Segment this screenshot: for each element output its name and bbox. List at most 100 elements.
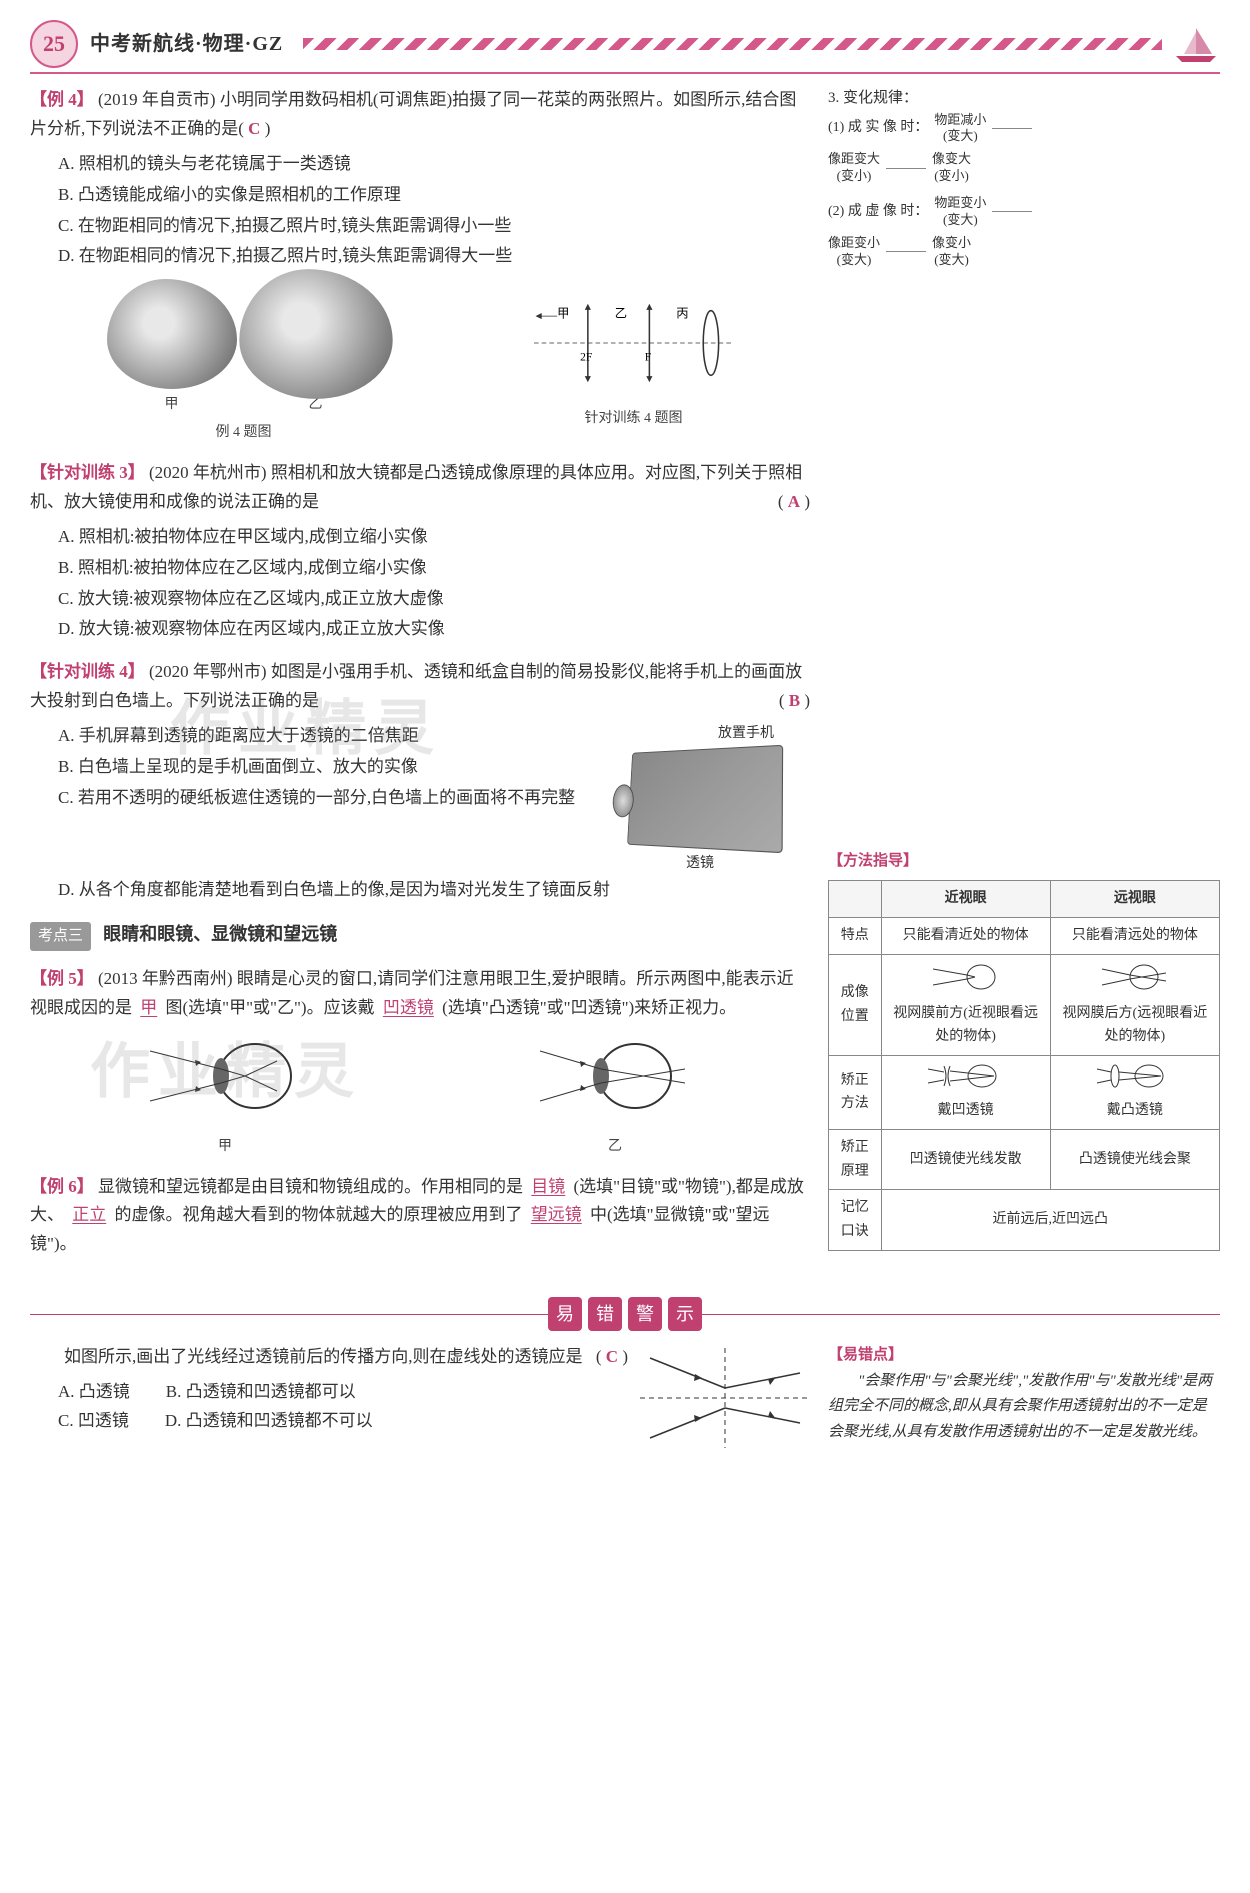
ex4-opt-b: B. 凸透镜能成缩小的实像是照相机的工作原理 [30, 181, 810, 210]
svg-text:丙: 丙 [676, 307, 688, 321]
svg-text:甲: 甲 [557, 307, 569, 321]
eye-figure-row: 甲 乙 [30, 1031, 810, 1159]
fig-label-jia: 甲 [107, 393, 237, 417]
row2-head: 成像位置 [829, 954, 882, 1055]
projector-figure: 放置手机 透镜 [590, 722, 810, 876]
far-eye-icon [1100, 961, 1170, 993]
eye-label-yi: 乙 [535, 1135, 695, 1159]
near-eye-icon [931, 961, 1001, 993]
warn-char-3: 警 [628, 1297, 662, 1331]
sailboat-icon [1172, 24, 1220, 64]
th-far: 远视眼 [1050, 881, 1219, 918]
tr3-answer: A [788, 492, 800, 511]
topic-3-heading: 考点三 眼睛和眼镜、显微镜和望远镜 [30, 919, 810, 952]
projector-lens-label: 透镜 [590, 852, 810, 876]
row3-near: 戴凹透镜 [881, 1056, 1050, 1130]
ex4-stem-end: ) [265, 119, 271, 138]
rules-title: 3. 变化规律： [828, 86, 1220, 112]
topic-3-box: 考点三 [30, 922, 91, 952]
warnq-opt-d: D. 凸透镜和凹透镜都不可以 [165, 1407, 373, 1436]
row3-head: 矫正方法 [829, 1056, 882, 1130]
ex5-answer2: 凹透镜 [379, 998, 438, 1017]
warn-char-1: 易 [548, 1297, 582, 1331]
row4-near: 凹透镜使光线发散 [881, 1129, 1050, 1190]
ex4-opt-d: D. 在物距相同的情况下,拍摄乙照片时,镜头焦距需调得大一些 [30, 242, 810, 271]
row1-near: 只能看清近处的物体 [881, 917, 1050, 954]
ex6-answer2: 正立 [68, 1205, 110, 1224]
example-6: 【例 6】 显微镜和望远镜都是由目镜和物镜组成的。作用相同的是 目镜 (选填"目… [30, 1173, 810, 1260]
tr3-opt-d: D. 放大镜:被观察物体应在丙区域内,成正立放大实像 [30, 615, 810, 644]
row3-far: 戴凸透镜 [1050, 1056, 1219, 1130]
warning-question: 如图所示,画出了光线经过透镜前后的传播方向,则在虚线处的透镜应是 ( C ) A… [30, 1343, 810, 1453]
row5-text: 近前远后,近凹远凸 [881, 1190, 1219, 1251]
row1-head: 特点 [829, 917, 882, 954]
tr3-tag: 【针对训练 3】 [30, 463, 145, 482]
svg-text:F: F [644, 352, 650, 364]
method-guide-title: 【方法指导】 [828, 849, 1220, 875]
training-4: 【针对训练 4】 (2020 年鄂州市) 如图是小强用手机、透镜和纸盒自制的简易… [30, 658, 810, 904]
ex6-stem1: 显微镜和望远镜都是由目镜和物镜组成的。作用相同的是 [98, 1177, 523, 1196]
row5-head: 记忆口诀 [829, 1190, 882, 1251]
tr4-answer: B [789, 691, 800, 710]
warn-char-4: 示 [668, 1297, 702, 1331]
ex4-tag: 【例 4】 [30, 90, 94, 109]
rule2-label: (2) 成 虚 像 时： [828, 200, 928, 224]
variation-rules: 3. 变化规律： (1) 成 实 像 时： 物距减小(变大) 像距变大(变小) … [828, 86, 1220, 269]
page-header: 25 中考新航线·物理·GZ [30, 20, 1220, 74]
ex4-opt-c: C. 在物距相同的情况下,拍摄乙照片时,镜头焦距需调得小一些 [30, 212, 810, 241]
ex4-answer: C [248, 119, 260, 138]
eye-diagram-jia [145, 1031, 305, 1121]
lens-diagram: 甲 乙 丙 2F F [534, 293, 734, 393]
ex4-figure-row: 甲 乙 例 4 题图 [30, 279, 810, 445]
training-3: 【针对训练 3】 (2020 年杭州市) 照相机和放大镜都是凸透镜成像原理的具体… [30, 459, 810, 644]
ex6-answer1: 目镜 [527, 1177, 569, 1196]
tr3-opt-c: C. 放大镜:被观察物体应在乙区域内,成正立放大虚像 [30, 585, 810, 614]
row4-head: 矫正原理 [829, 1129, 882, 1190]
topic-3-title: 眼睛和眼镜、显微镜和望远镜 [103, 924, 337, 944]
rule1-label: (1) 成 实 像 时： [828, 116, 928, 140]
ex5-tag: 【例 5】 [30, 969, 94, 988]
tr4-tag: 【针对训练 4】 [30, 662, 145, 681]
concave-correct-icon [926, 1062, 1006, 1090]
projector-phone-label: 放置手机 [590, 722, 810, 746]
tr4-source: (2020 年鄂州市) [149, 662, 267, 681]
header-stripe [303, 38, 1162, 50]
ex5-stem2: 图(选填"甲"或"乙")。应该戴 [166, 998, 375, 1017]
example-4: 【例 4】 (2019 年自贡市) 小明同学用数码相机(可调焦距)拍摄了同一花菜… [30, 86, 810, 445]
warnq-answer: C [606, 1347, 618, 1366]
th-near: 近视眼 [881, 881, 1050, 918]
ex4-opt-a: A. 照相机的镜头与老花镜属于一类透镜 [30, 150, 810, 179]
ex6-stem3: 的虚像。视角越大看到的物体就越大的原理被应用到了 [115, 1205, 523, 1224]
cauliflower-photo-1 [107, 279, 237, 389]
tr3-opt-a: A. 照相机:被拍物体应在甲区域内,成倒立缩小实像 [30, 523, 810, 552]
ex6-tag: 【例 6】 [30, 1177, 94, 1196]
yi-text: "会聚作用"与"会聚光线","发散作用"与"发散光线"是两组完全不同的概念,即从… [828, 1369, 1220, 1446]
tr4-opt-d: D. 从各个角度都能清楚地看到白色墙上的像,是因为墙对光发生了镜面反射 [30, 876, 810, 905]
tr3-source: (2020 年杭州市) [149, 463, 267, 482]
row4-far: 凸透镜使光线会聚 [1050, 1129, 1219, 1190]
row1-far: 只能看清远处的物体 [1050, 917, 1219, 954]
row2-near: 视网膜前方(近视眼看远处的物体) [881, 954, 1050, 1055]
warn-char-2: 错 [588, 1297, 622, 1331]
ex6-answer3: 望远镜 [527, 1205, 586, 1224]
side-column: 3. 变化规律： (1) 成 实 像 时： 物距减小(变大) 像距变大(变小) … [828, 86, 1220, 1273]
convex-correct-icon [1095, 1062, 1175, 1090]
vision-table: 近视眼 远视眼 特点 只能看清近处的物体 只能看清远处的物体 成像位置 [828, 880, 1220, 1251]
warnq-opt-a: A. 凸透镜 [58, 1378, 130, 1407]
row2-far: 视网膜后方(远视眼看近处的物体) [1050, 954, 1219, 1055]
main-column: 【例 4】 (2019 年自贡市) 小明同学用数码相机(可调焦距)拍摄了同一花菜… [30, 86, 810, 1273]
example-5: 【例 5】 (2013 年黔西南州) 眼睛是心灵的窗口,请同学们注意用眼卫生,爱… [30, 965, 810, 1158]
ex4-fig-caption: 例 4 题图 [107, 421, 381, 445]
yi-title: 【易错点】 [828, 1343, 1220, 1369]
eye-label-jia: 甲 [145, 1135, 305, 1159]
warnq-opt-c: C. 凹透镜 [58, 1407, 129, 1436]
svg-text:乙: 乙 [614, 307, 626, 321]
ex5-answer1: 甲 [136, 998, 161, 1017]
ex5-source: (2013 年黔西南州) [98, 969, 233, 988]
warnq-opt-b: B. 凸透镜和凹透镜都可以 [166, 1378, 356, 1407]
ex4-source: (2019 年自贡市) [98, 90, 216, 109]
warning-banner: 易 错 警 示 [30, 1297, 1220, 1331]
yi-cuodian: 【易错点】 "会聚作用"与"会聚光线","发散作用"与"发散光线"是两组完全不同… [828, 1343, 1220, 1453]
page-number-badge: 25 [30, 20, 78, 68]
tr3-stem: 照相机和放大镜都是凸透镜成像原理的具体应用。对应图,下列关于照相机、放大镜使用和… [30, 463, 802, 511]
